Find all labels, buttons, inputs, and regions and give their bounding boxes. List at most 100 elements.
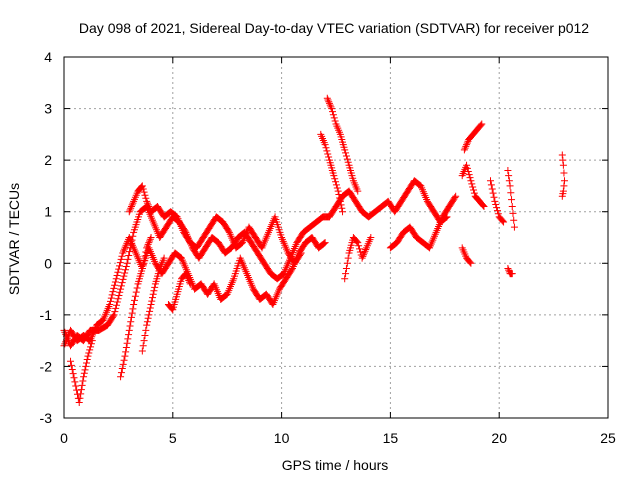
data-point — [117, 373, 125, 381]
data-point — [146, 307, 154, 315]
data-point — [149, 290, 157, 298]
data-point — [67, 357, 75, 365]
data-point — [466, 174, 474, 182]
data-point — [110, 284, 118, 292]
data-point — [143, 244, 151, 252]
data-point — [343, 155, 351, 163]
data-point — [142, 194, 150, 202]
data-point — [128, 309, 136, 317]
data-point — [331, 117, 339, 125]
data-point — [327, 103, 335, 111]
data-point — [116, 259, 124, 267]
data-point — [183, 273, 191, 281]
data-point — [323, 94, 331, 102]
data-point — [120, 272, 128, 280]
y-tick-label: 0 — [44, 255, 52, 271]
y-tick-label: 1 — [44, 204, 52, 220]
data-point — [117, 255, 125, 263]
data-point — [322, 144, 330, 152]
data-point — [141, 191, 149, 199]
data-point — [124, 255, 132, 263]
data-point — [333, 184, 341, 192]
data-point — [462, 142, 470, 150]
data-point — [75, 399, 83, 407]
data-point — [493, 204, 501, 212]
data-point — [118, 364, 126, 372]
y-tick-label: 4 — [44, 49, 52, 65]
data-point — [145, 311, 153, 319]
data-point — [330, 172, 338, 180]
data-point — [123, 259, 131, 267]
data-point — [184, 275, 192, 283]
data-point — [559, 161, 567, 169]
data-point — [560, 177, 568, 185]
x-tick-label: 15 — [383, 430, 399, 446]
data-point — [185, 276, 193, 284]
y-axis-label: SDTVAR / TECUs — [6, 183, 22, 295]
data-point — [559, 156, 567, 164]
data-point — [506, 182, 514, 190]
data-point — [469, 183, 477, 191]
data-point — [297, 249, 305, 257]
data-point — [111, 278, 119, 286]
x-tick-label: 20 — [491, 430, 507, 446]
data-point — [118, 279, 126, 287]
y-tick-label: 3 — [44, 101, 52, 117]
data-point — [160, 254, 168, 262]
data-point — [185, 278, 193, 286]
data-point — [288, 266, 296, 274]
data-point — [461, 144, 469, 152]
data-point — [117, 285, 125, 293]
data-point — [353, 238, 361, 246]
data-point — [560, 182, 568, 190]
data-point — [87, 343, 95, 351]
data-point — [111, 281, 119, 289]
data-point — [336, 197, 344, 205]
data-point — [339, 208, 347, 216]
data-point — [464, 167, 472, 175]
data-point — [87, 340, 95, 348]
data-point — [77, 390, 85, 398]
data-point — [451, 194, 459, 202]
data-point — [168, 305, 176, 313]
data-point — [119, 275, 127, 283]
data-point — [362, 246, 370, 254]
data-point — [321, 239, 329, 247]
data-point — [342, 270, 350, 278]
data-point — [336, 194, 344, 202]
data-point — [133, 284, 141, 292]
data-point — [326, 101, 334, 109]
data-point — [356, 245, 364, 253]
data-point — [144, 201, 152, 209]
data-point — [112, 301, 120, 309]
data-point — [127, 204, 135, 212]
data-point — [127, 318, 135, 326]
data-point — [342, 149, 350, 157]
data-point — [480, 203, 488, 211]
x-tick-label: 10 — [274, 430, 290, 446]
data-point — [81, 366, 89, 374]
data-point — [122, 344, 130, 352]
data-point — [478, 120, 486, 128]
data-point — [494, 210, 502, 218]
data-point — [467, 177, 475, 185]
data-point — [325, 153, 333, 161]
data-point — [504, 264, 512, 272]
data-point — [125, 208, 133, 216]
data-point — [118, 252, 126, 260]
data-point — [341, 146, 349, 154]
data-point — [359, 252, 367, 260]
data-point — [479, 202, 487, 210]
data-point — [361, 247, 369, 255]
data-point — [141, 331, 149, 339]
data-point — [126, 248, 134, 256]
data-point — [69, 370, 77, 378]
data-point — [146, 304, 154, 312]
data-point — [468, 180, 476, 188]
data-point — [121, 266, 129, 274]
data-point — [492, 200, 500, 208]
x-axis-label: GPS time / hours — [282, 457, 389, 473]
data-point — [142, 248, 150, 256]
data-point — [328, 105, 336, 113]
